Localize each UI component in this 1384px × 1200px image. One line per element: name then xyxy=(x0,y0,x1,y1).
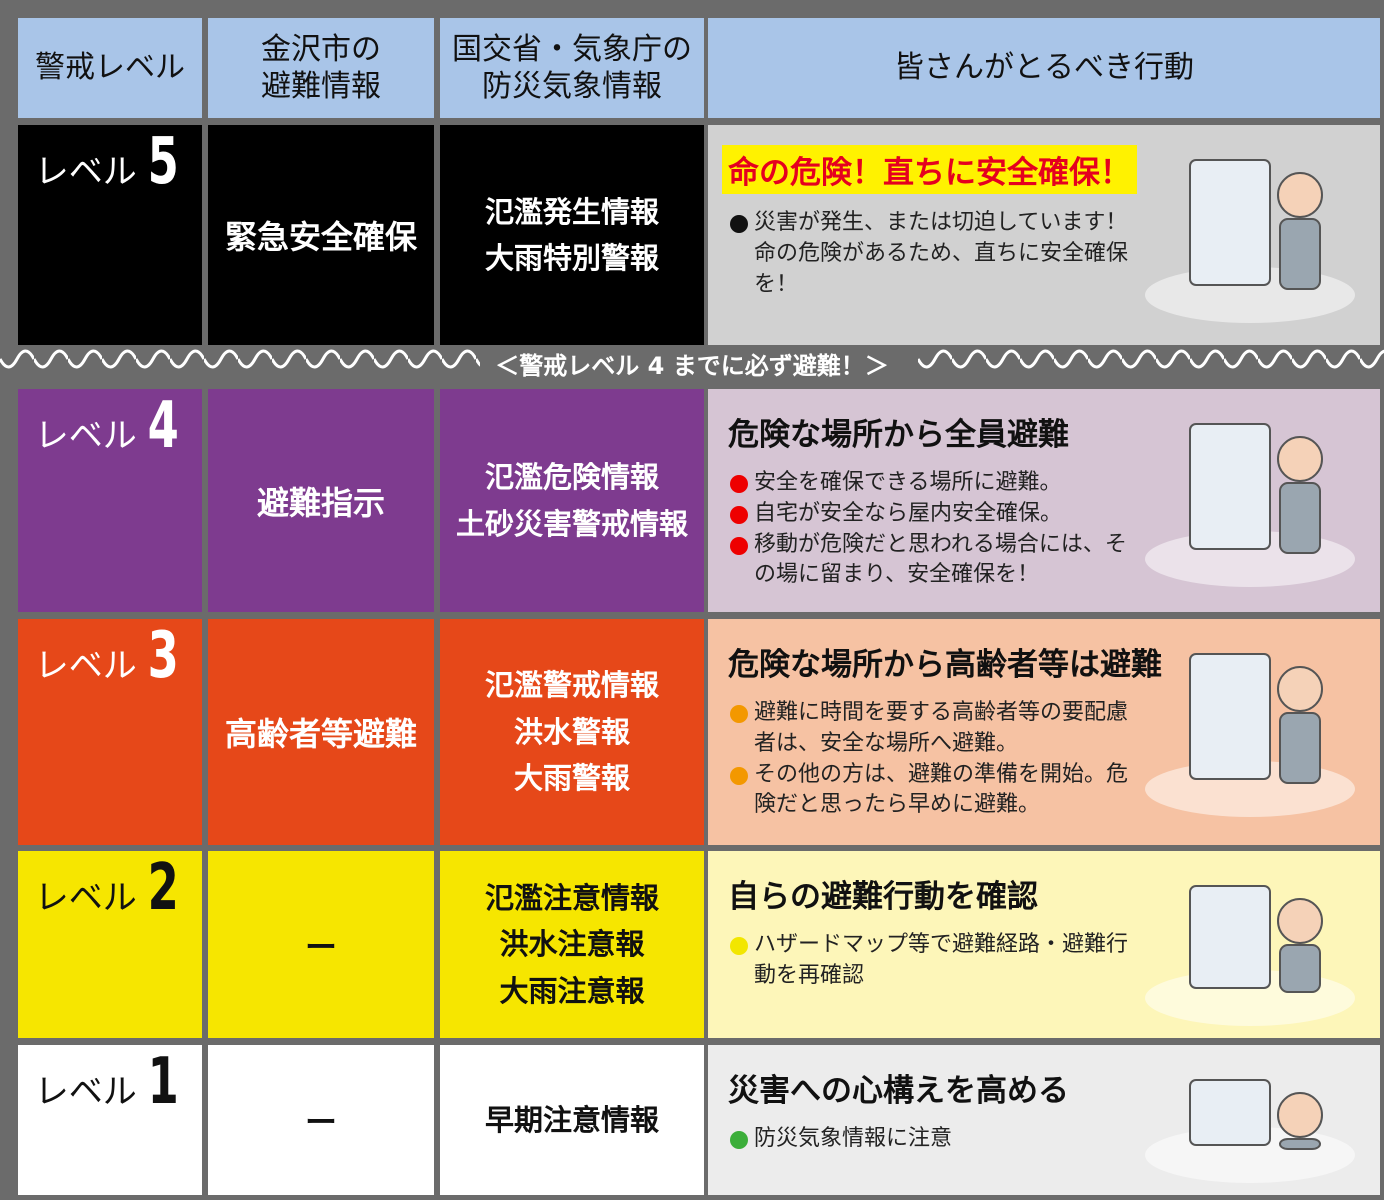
city-info-cell: 高齢者等避難 xyxy=(208,619,434,845)
action-title: 危険な場所から全員避難 xyxy=(728,417,1069,453)
wave-banner xyxy=(0,345,1384,387)
weather-info: 早期注意情報 xyxy=(484,1102,659,1137)
weather-info-cell: 氾濫警戒情報 洪水警報大雨警報 xyxy=(440,619,704,845)
weather-info: 土砂災害警戒情報 xyxy=(455,506,688,541)
action-item: 避難に時間を要する高齢者等の要配慮者は、安全な場所へ避難。 xyxy=(728,698,1134,760)
weather-info: 大雨注意報 xyxy=(499,973,645,1008)
level-number: 2 xyxy=(147,851,179,925)
level-number: 1 xyxy=(147,1045,179,1119)
city-info-cell: 緊急安全確保 xyxy=(208,125,434,345)
level-word: レベル xyxy=(34,1072,137,1112)
banner-text: ＜警戒レベル 4 までに必ず避難！＞ xyxy=(495,352,889,380)
action-title: 災害への心構えを高める xyxy=(728,1073,1069,1109)
action-title: 命の危険！直ちに安全確保！ xyxy=(722,145,1137,194)
header-text: 金沢市の xyxy=(261,31,381,67)
city-info: 緊急安全確保 xyxy=(224,218,417,256)
level-word: レベル xyxy=(34,152,137,192)
action-title: 自らの避難行動を確認 xyxy=(728,879,1038,915)
weather-info-cell: 氾濫危険情報 土砂災害警戒情報 xyxy=(440,389,704,612)
city-info: ー xyxy=(304,1103,337,1141)
level-number: 5 xyxy=(147,125,179,199)
weather-info-cell: 氾濫発生情報 大雨特別警報 xyxy=(440,125,704,345)
action-item: ハザードマップ等で避難経路・避難行動を再確認 xyxy=(728,930,1134,992)
level-word: レベル xyxy=(34,646,137,686)
header-text: 警戒レベル xyxy=(35,50,185,86)
level-number: 4 xyxy=(147,389,179,463)
illustration xyxy=(1145,159,1355,323)
header-cell: 皆さんがとるべき行動 xyxy=(708,18,1380,118)
action-item: その他の方は、避難の準備を開始。危険だと思ったら早めに避難。 xyxy=(728,760,1134,822)
city-info-cell: 避難指示 xyxy=(208,389,434,612)
illustration xyxy=(1145,653,1355,817)
header-text: 避難情報 xyxy=(261,69,381,104)
level-cell: レベル 4 xyxy=(18,389,202,612)
header-text: 国交省・気象庁の xyxy=(452,31,692,67)
level-cell: レベル 3 xyxy=(18,619,202,845)
header-text: 皆さんがとるべき行動 xyxy=(894,50,1194,86)
illustration xyxy=(1145,423,1355,587)
level-cell: レベル 1 xyxy=(18,1045,202,1195)
weather-info-cell: 早期注意情報 xyxy=(440,1045,704,1195)
header-cell: 警戒レベル xyxy=(18,18,202,118)
city-info: 避難指示 xyxy=(256,483,385,522)
level-word: レベル xyxy=(34,416,137,456)
header-cell: 国交省・気象庁の 防災気象情報 xyxy=(440,18,704,118)
weather-info: 洪水注意報 xyxy=(499,927,645,962)
header-text: 防災気象情報 xyxy=(482,69,662,104)
action-item: 災害が発生、または切迫しています！命の危険があるため、直ちに安全確保を！ xyxy=(728,208,1134,300)
action-item: 移動が危険だと思われる場合には、その場に留まり、安全確保を！ xyxy=(728,530,1134,592)
action-item: 自宅が安全なら屋内安全確保。 xyxy=(728,499,1134,530)
level-number: 3 xyxy=(147,619,179,693)
weather-info: 氾濫危険情報 xyxy=(484,460,659,495)
city-info-cell: ー xyxy=(208,1045,434,1195)
weather-info: 洪水警報 xyxy=(513,714,630,749)
level-word: レベル xyxy=(34,878,137,918)
weather-info: 氾濫警戒情報 xyxy=(484,668,659,703)
action-title: 危険な場所から高齢者等は避難 xyxy=(728,647,1162,683)
weather-info: 氾濫発生情報 xyxy=(484,194,659,229)
city-info: ー xyxy=(304,927,337,966)
action-item: 防災気象情報に注意 xyxy=(728,1124,1134,1155)
weather-info-cell: 氾濫注意情報 洪水注意報大雨注意報 xyxy=(440,851,704,1038)
action-item: 安全を確保できる場所に避難。 xyxy=(728,468,1134,499)
city-info-cell: ー xyxy=(208,851,434,1038)
header-cell: 金沢市の 避難情報 xyxy=(208,18,434,118)
illustration xyxy=(1145,885,1355,1026)
city-info: 高齢者等避難 xyxy=(224,715,417,753)
weather-info: 大雨特別警報 xyxy=(484,241,659,275)
weather-info: 大雨警報 xyxy=(513,761,630,796)
weather-info: 氾濫注意情報 xyxy=(484,880,659,915)
level-cell: レベル 5 xyxy=(18,125,202,345)
level-cell: レベル 2 xyxy=(18,851,202,1038)
illustration xyxy=(1145,1079,1355,1183)
